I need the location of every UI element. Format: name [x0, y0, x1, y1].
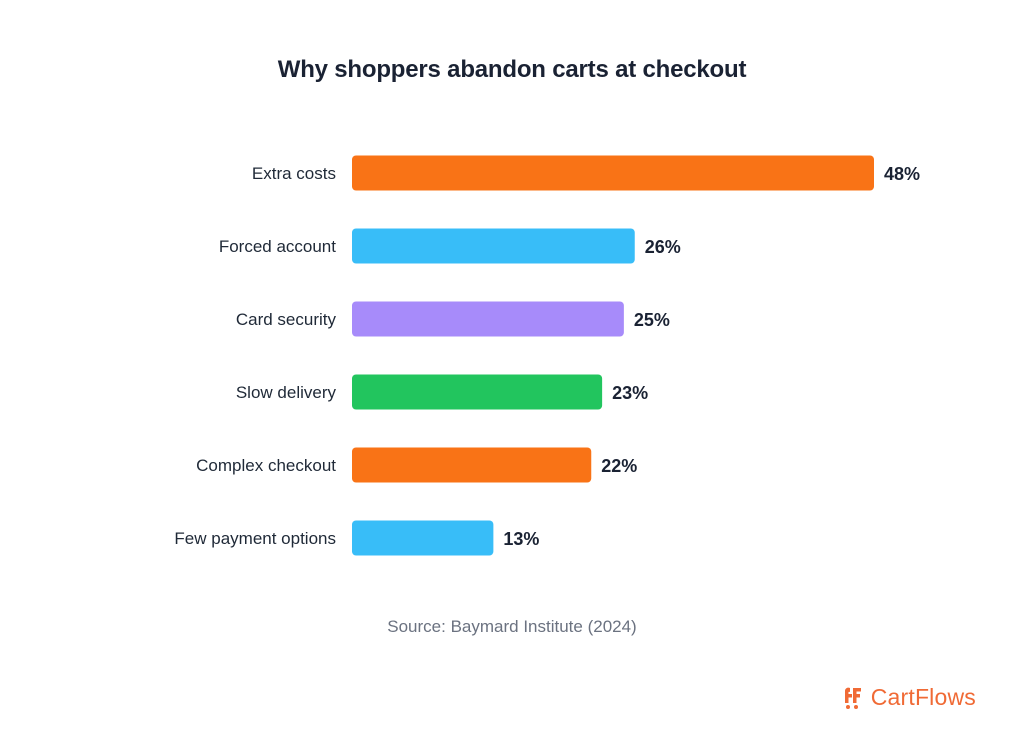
category-label: Slow delivery — [236, 383, 337, 402]
bar — [352, 447, 592, 483]
bar — [352, 301, 624, 337]
bar — [352, 155, 874, 191]
category-label: Complex checkout — [196, 456, 336, 475]
value-label: 25% — [634, 310, 670, 330]
source-note: Source: Baymard Institute (2024) — [387, 617, 637, 636]
bar — [352, 374, 603, 410]
category-label: Extra costs — [252, 164, 336, 183]
brand-name: CartFlows — [870, 684, 976, 710]
value-label: 23% — [612, 383, 648, 403]
brand-logo: CartFlows — [839, 684, 976, 711]
value-label: 48% — [884, 164, 920, 184]
bar — [352, 228, 635, 264]
value-label: 22% — [601, 456, 637, 476]
category-label: Card security — [236, 310, 337, 329]
category-label: Forced account — [219, 237, 336, 256]
value-label: 13% — [503, 529, 539, 549]
bar — [352, 520, 494, 556]
chart-title: Why shoppers abandon carts at checkout — [277, 56, 747, 83]
cartflows-logo-icon — [839, 685, 865, 711]
category-label: Few payment options — [174, 529, 336, 548]
value-label: 26% — [645, 237, 681, 257]
